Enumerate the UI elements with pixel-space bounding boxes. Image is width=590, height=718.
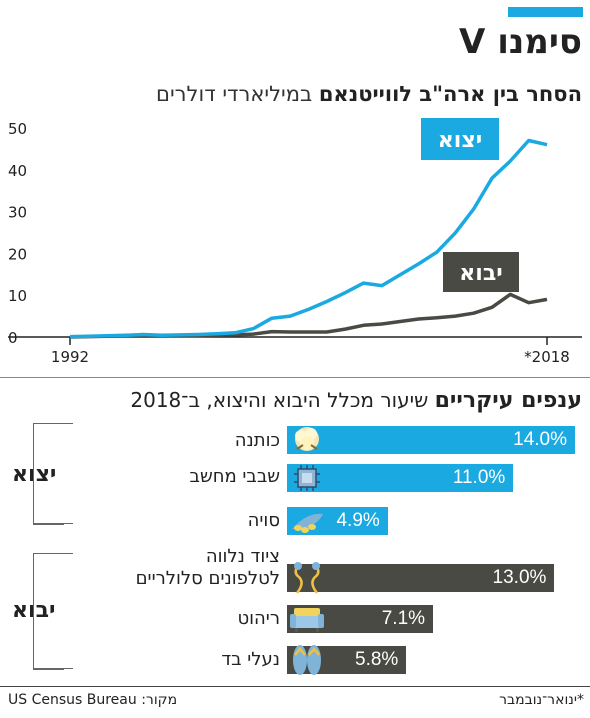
bar-value-label: 11.0% (452, 467, 506, 488)
chart-title: הסחר בין ארה"ב לווייטנאם במיליארדי דולרי… (156, 80, 582, 108)
sectors-title-rest: שיעור מכלל היבוא והיצוא, ב־2018 (130, 388, 429, 412)
chip-icon (289, 461, 325, 495)
bar-value-label: 4.9% (336, 510, 380, 531)
source-text: מקור: US Census Bureau (8, 692, 178, 708)
category-label: שבבי מחשב (189, 466, 280, 487)
bracket-tick (33, 553, 73, 554)
bracket-tick (33, 523, 73, 524)
y-tick-label: 40 (8, 162, 27, 180)
series-label-box (421, 118, 499, 160)
y-tick-label: 30 (8, 204, 27, 222)
category-label: סויה (247, 510, 280, 531)
soybean-icon (289, 504, 325, 538)
y-axis: 0 10 20 30 40 50 (8, 120, 27, 347)
group-label-export: יצוא (12, 462, 57, 487)
bar-value-label: 14.0% (513, 429, 567, 450)
trade-line-chart: 0 10 20 30 40 50 1992 *2018 יצוא יבוא (8, 118, 582, 366)
section-divider (0, 377, 590, 378)
x-label-end: *2018 (524, 348, 570, 366)
footnote: *ינואר־נובמבר (499, 692, 584, 708)
earphones-icon (289, 561, 325, 595)
category-label: כותנה (234, 430, 280, 451)
bar-value-label: 7.1% (381, 608, 426, 629)
cotton-icon (289, 423, 325, 457)
bracket-tick (33, 423, 73, 424)
series-line (69, 138, 548, 339)
page-title: סימנו V (459, 22, 582, 62)
series-label-box (443, 252, 519, 292)
footer-rule (0, 686, 590, 687)
y-tick-label: 50 (8, 120, 27, 138)
series-label: יצוא (438, 128, 482, 153)
bar-import: 13.0% (287, 564, 555, 592)
import-bracket (33, 553, 64, 670)
bar-value-label: 5.8% (355, 649, 399, 670)
series-line (69, 292, 548, 339)
category-label: נעלי בד (221, 649, 280, 670)
sandals-icon (289, 643, 325, 677)
y-tick-label: 10 (8, 287, 27, 305)
series-label: יבוא (459, 261, 502, 286)
chart-title-main: הסחר בין ארה"ב לווייטנאם (318, 82, 582, 106)
bar-export: 14.0% (287, 426, 575, 454)
x-label-start: 1992 (51, 348, 89, 366)
y-tick-label: 0 (8, 329, 18, 347)
category-label: ריהוט (237, 608, 280, 629)
bar-value-label: 13.0% (492, 567, 547, 588)
y-tick-label: 20 (8, 245, 27, 263)
bar-import: 5.8% (287, 646, 407, 674)
bracket-tick (33, 668, 73, 669)
bar-export: 11.0% (287, 464, 514, 492)
accent-bar (508, 7, 583, 17)
category-label: ציוד נלווה לטלפונים סלולריים (135, 546, 280, 589)
series-lines (69, 138, 548, 339)
sectors-title: ענפים עיקריים שיעור מכלל היבוא והיצוא, ב… (130, 386, 582, 415)
sofa-icon (289, 602, 325, 636)
chart-title-unit: במיליארדי דולרים (156, 82, 313, 106)
sectors-title-main: ענפים עיקריים (434, 388, 582, 413)
export-bracket (33, 423, 64, 525)
series-labels: יצוא יבוא (421, 118, 519, 292)
